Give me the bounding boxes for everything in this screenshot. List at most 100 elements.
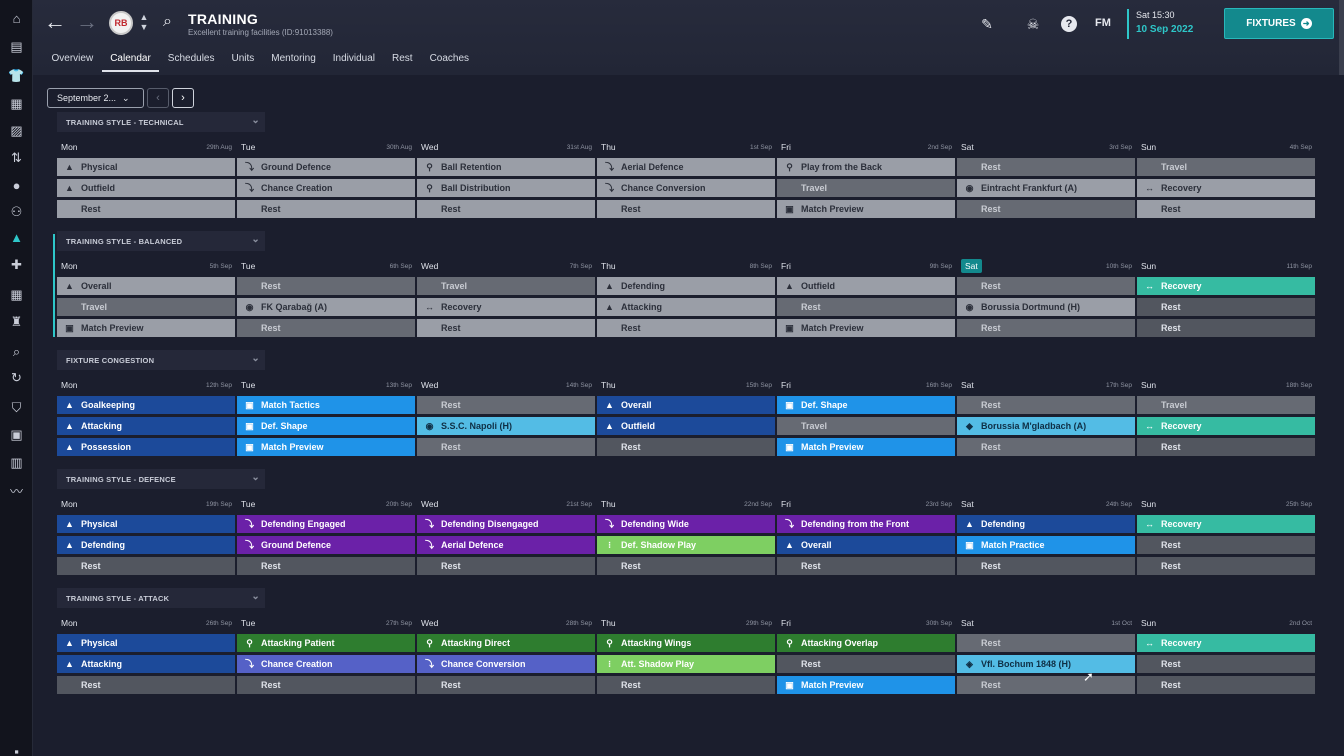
transfers-icon[interactable]: ⇅ [11, 149, 22, 165]
fixtures-button[interactable]: FIXTURES ➜ [1224, 8, 1334, 39]
training-session-slot[interactable]: ⤵ Defending Engaged [237, 515, 415, 533]
training-session-slot[interactable]: Rest [57, 676, 235, 694]
training-session-slot[interactable]: ⚲ Attacking Overlap [777, 634, 955, 652]
training-session-slot[interactable]: Travel [1137, 396, 1315, 414]
training-session-slot[interactable]: Rest [597, 200, 775, 218]
training-session-slot[interactable]: ▣ Match Preview [777, 200, 955, 218]
training-session-slot[interactable]: Rest [237, 200, 415, 218]
training-session-slot[interactable]: ↔ Recovery [1137, 515, 1315, 533]
training-session-slot[interactable]: ▲ Defending [957, 515, 1135, 533]
training-session-slot[interactable]: Rest [417, 438, 595, 456]
club-vision-icon[interactable]: ⛉ [11, 399, 22, 415]
training-session-slot[interactable]: ◉ Borussia Dortmund (H) [957, 298, 1135, 316]
scouting-icon[interactable]: ⌕ [12, 343, 21, 359]
trophy-icon[interactable]: ♜ [10, 313, 23, 329]
training-session-slot[interactable]: ▲ Defending [57, 536, 235, 554]
training-session-slot[interactable]: Rest [777, 557, 955, 575]
training-session-slot[interactable]: ▣ Match Preview [777, 438, 955, 456]
training-session-slot[interactable]: ◈ Vfl. Bochum 1848 (H) [957, 655, 1135, 673]
training-session-slot[interactable]: ▲ Possession [57, 438, 235, 456]
training-session-slot[interactable]: Rest [57, 557, 235, 575]
training-session-slot[interactable]: Rest [597, 319, 775, 337]
training-session-slot[interactable]: Rest [1137, 298, 1315, 316]
training-session-slot[interactable]: ⚲ Attacking Patient [237, 634, 415, 652]
training-session-slot[interactable]: ▣ Match Tactics [237, 396, 415, 414]
tab-overview[interactable]: Overview [51, 53, 94, 64]
training-session-slot[interactable]: Rest [957, 396, 1135, 414]
training-session-slot[interactable]: Rest [1137, 536, 1315, 554]
training-session-slot[interactable]: Travel [777, 179, 955, 197]
training-session-slot[interactable]: ⚲ Ball Retention [417, 158, 595, 176]
training-session-slot[interactable]: Rest [957, 557, 1135, 575]
training-session-slot[interactable]: Rest [57, 200, 235, 218]
training-session-slot[interactable]: ⤵ Aerial Defence [417, 536, 595, 554]
help-icon[interactable]: ? [1061, 16, 1077, 32]
training-session-slot[interactable]: Rest [777, 298, 955, 316]
tab-rest[interactable]: Rest [392, 53, 413, 64]
training-session-slot[interactable]: Rest [1137, 319, 1315, 337]
training-session-slot[interactable]: ▲ Goalkeeping [57, 396, 235, 414]
training-session-slot[interactable]: ▲ Defending [597, 277, 775, 295]
training-session-slot[interactable]: ⤵ Chance Conversion [597, 179, 775, 197]
training-session-slot[interactable]: ▲ Outfield [777, 277, 955, 295]
squad-shirt-icon[interactable]: 👕 [8, 67, 25, 83]
training-session-slot[interactable]: ⚲ Play from the Back [777, 158, 955, 176]
training-session-slot[interactable]: ▲ Outfield [597, 417, 775, 435]
staff-icon[interactable]: ⚇ [10, 203, 23, 219]
training-session-slot[interactable]: Rest [957, 634, 1135, 652]
training-session-slot[interactable]: Rest [957, 200, 1135, 218]
search-icon[interactable]: ⌕ [163, 13, 172, 30]
training-session-slot[interactable]: ↔ Recovery [417, 298, 595, 316]
training-session-slot[interactable]: Rest [237, 277, 415, 295]
training-session-slot[interactable]: ⤵ Ground Defence [237, 536, 415, 554]
training-session-slot[interactable]: Rest [417, 676, 595, 694]
training-session-slot[interactable]: Travel [57, 298, 235, 316]
training-session-slot[interactable]: Rest [957, 438, 1135, 456]
finances-icon[interactable]: ▥ [10, 454, 23, 470]
inbox-icon[interactable]: ▤ [10, 38, 23, 54]
training-session-slot[interactable]: Rest [417, 200, 595, 218]
training-session-slot[interactable]: ▲ Outfield [57, 179, 235, 197]
training-session-slot[interactable]: ▲ Attacking [597, 298, 775, 316]
training-session-slot[interactable]: Travel [417, 277, 595, 295]
training-session-slot[interactable]: ◉ Eintracht Frankfurt (A) [957, 179, 1135, 197]
training-session-slot[interactable]: ◉ FK Qarabağ (A) [237, 298, 415, 316]
medical-icon[interactable]: ✚ [11, 256, 22, 272]
training-session-slot[interactable]: ▲ Overall [777, 536, 955, 554]
training-session-slot[interactable]: Rest [777, 655, 955, 673]
training-session-slot[interactable]: Travel [777, 417, 955, 435]
training-session-slot[interactable]: ▣ Match Preview [777, 319, 955, 337]
training-session-slot[interactable]: ▣ Match Practice [957, 536, 1135, 554]
training-session-slot[interactable]: ▣ Match Preview [57, 319, 235, 337]
previous-month-button[interactable]: ‹ [147, 88, 169, 108]
refresh-icon[interactable]: ↻ [11, 369, 22, 385]
training-session-slot[interactable]: Rest [597, 438, 775, 456]
training-session-slot[interactable]: Travel [1137, 158, 1315, 176]
training-session-slot[interactable]: ▲ Attacking [57, 417, 235, 435]
club-switch-icon[interactable]: ▲ ▼ [139, 12, 149, 32]
game-date[interactable]: Sat 15:30 10 Sep 2022 [1127, 9, 1193, 39]
training-session-slot[interactable]: ▲ Overall [57, 277, 235, 295]
training-session-slot[interactable]: Rest [1137, 557, 1315, 575]
settings-icon[interactable]: ▪ [14, 743, 19, 756]
training-session-slot[interactable]: ▣ Def. Shape [237, 417, 415, 435]
trend-icon[interactable]: 〰 [9, 483, 23, 499]
skull-icon[interactable]: ☠ [1026, 16, 1040, 32]
training-session-slot[interactable]: Rest [1137, 200, 1315, 218]
training-session-slot[interactable]: ↔ Recovery [1137, 179, 1315, 197]
training-session-slot[interactable]: ▲ Physical [57, 515, 235, 533]
tab-individual[interactable]: Individual [332, 53, 376, 64]
training-session-slot[interactable]: ⤵ Chance Creation [237, 179, 415, 197]
next-month-button[interactable]: › [172, 88, 194, 108]
training-session-slot[interactable]: ⤵ Chance Creation [237, 655, 415, 673]
tab-mentoring[interactable]: Mentoring [271, 53, 316, 64]
training-session-slot[interactable]: ▲ Physical [57, 158, 235, 176]
training-session-slot[interactable]: ▣ Match Preview [777, 676, 955, 694]
dynamics-icon[interactable]: ▦ [10, 95, 23, 111]
clipboard-icon[interactable]: ▨ [10, 122, 23, 138]
tab-calendar[interactable]: Calendar [101, 52, 160, 72]
training-session-slot[interactable]: ⚲ Attacking Wings [597, 634, 775, 652]
training-session-slot[interactable]: ⚲ Attacking Direct [417, 634, 595, 652]
briefcase-icon[interactable]: ▣ [10, 426, 23, 442]
training-session-slot[interactable]: ⤵ Ground Defence [237, 158, 415, 176]
